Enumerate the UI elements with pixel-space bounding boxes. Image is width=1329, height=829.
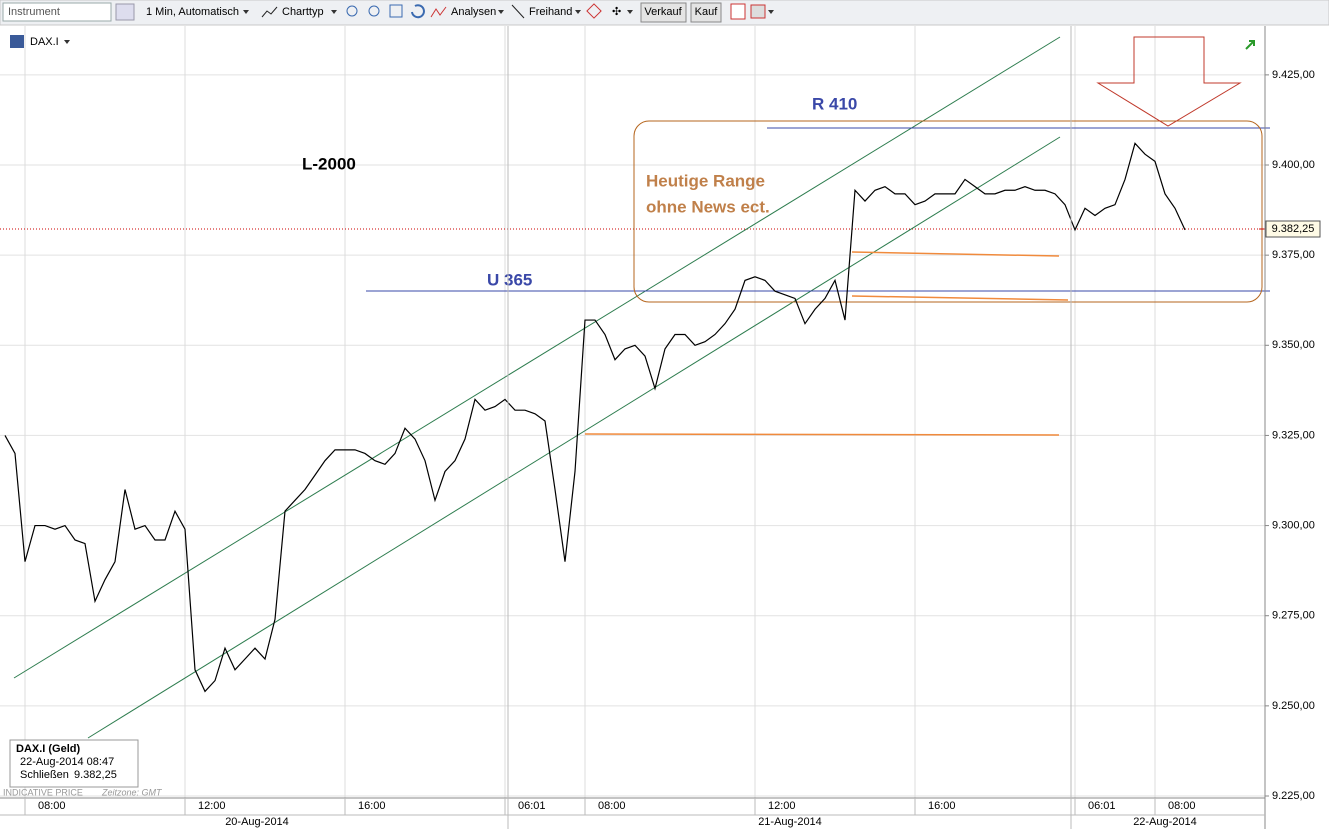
dropdown-arrow [575,10,581,14]
chart-button[interactable] [730,3,746,20]
y-tick-label: 9.300,00 [1272,519,1315,531]
date-label: 22-Aug-2014 [1133,816,1197,828]
charttype-menu[interactable]: Charttyp [282,6,324,18]
annotation: R 410 [812,94,857,113]
date-label: 20-Aug-2014 [225,816,289,828]
symbol: DAX.I [30,36,59,48]
annotation: Heutige Range [646,171,765,190]
y-tick-label: 9.225,00 [1272,790,1315,802]
y-tick-label: 9.325,00 [1272,429,1315,441]
timezone: Zeitzone: GMT [101,787,163,797]
info-timestamp: 22-Aug-2014 08:47 [20,756,114,768]
x-tick-label: 16:00 [358,800,386,812]
grid [0,26,1265,798]
tool-button[interactable] [115,3,135,21]
annotation: L-2000 [302,154,356,173]
orange-line [851,295,1069,301]
interval-select[interactable]: 1 Min, Automatisch [146,6,239,18]
info-title: DAX.I (Geld) [16,743,81,755]
live-icon [1245,40,1255,50]
zoom-in[interactable] [346,5,358,17]
annotation: ohne News ect. [646,197,770,216]
orange-line [851,251,1060,257]
orange-line [584,433,1060,436]
print-button[interactable] [750,4,766,19]
analysen-menu[interactable]: Analysen [451,6,496,18]
buy-button[interactable] [690,2,722,23]
info-close-label: Schließen [20,769,69,781]
date-label: 21-Aug-2014 [758,816,822,828]
x-tick-label: 06:01 [518,800,546,812]
y-tick-label: 9.350,00 [1272,339,1315,351]
x-tick-label: 08:00 [598,800,626,812]
buy-label: Kauf [695,6,719,18]
analysen-icon [430,6,447,18]
x-tick-label: 08:00 [1168,800,1196,812]
last-price-box [1265,220,1321,238]
freehand-icon [511,4,525,19]
down-arrow [1096,36,1242,127]
info-close-value: 9.382,25 [74,769,117,781]
dropdown-arrow[interactable] [64,40,70,44]
annotation: U 365 [487,270,532,289]
y-tick-label: 9.400,00 [1272,159,1315,171]
price-line [4,142,1186,693]
y-tick-label: 9.275,00 [1272,610,1315,622]
x-tick-label: 12:00 [198,800,226,812]
x-tick-label: 16:00 [928,800,956,812]
y-tick-label: 9.250,00 [1272,700,1315,712]
dropdown-arrow [498,10,504,14]
reset-button[interactable] [411,4,425,19]
dropdown-arrow [768,10,774,14]
freihand-menu[interactable]: Freihand [529,6,572,18]
crosshair[interactable]: ✣ [612,6,621,18]
x-tick-label: 08:00 [38,800,66,812]
sell-label: Verkauf [644,6,682,18]
last-price-label: 9.382,25 [1272,223,1315,235]
range-box [633,120,1263,303]
zoom-out[interactable] [368,5,380,17]
y-tick-label: 9.375,00 [1272,249,1315,261]
sell-button[interactable] [640,2,687,23]
dropdown-arrow [331,10,337,14]
eraser[interactable] [586,3,602,19]
instrument-placeholder: Instrument [8,6,60,18]
charttype-icon [261,6,278,18]
fit-button[interactable] [389,4,403,18]
x-tick-label: 12:00 [768,800,796,812]
instrument-input[interactable] [2,2,112,22]
symbol-icon [10,35,24,48]
info-box [9,739,139,788]
dropdown-arrow [243,10,249,14]
y-tick-label: 9.425,00 [1272,69,1315,81]
x-tick-label: 06:01 [1088,800,1116,812]
price-type: INDICATIVE PRICE [3,787,83,797]
plot [4,142,1265,693]
channel-lower [87,136,1061,739]
dropdown-arrow [627,10,633,14]
